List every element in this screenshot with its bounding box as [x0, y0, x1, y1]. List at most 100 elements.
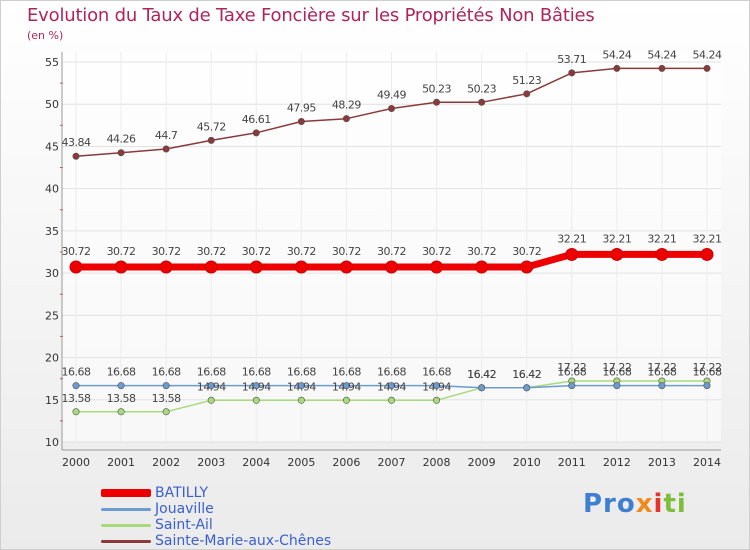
data-label-saint-ail: 17.22	[693, 361, 722, 374]
data-label-batilly: 30.72	[152, 245, 181, 258]
data-label-jouaville: 16.68	[152, 366, 181, 379]
data-label-sainte-marie-aux-ch-nes: 50.23	[422, 82, 451, 95]
data-point-saint-ail	[207, 396, 215, 404]
data-label-saint-ail: 14.94	[242, 380, 271, 393]
data-label-jouaville: 16.68	[287, 366, 316, 379]
data-label-jouaville: 16.68	[377, 366, 406, 379]
data-label-batilly: 30.72	[242, 245, 271, 258]
data-label-sainte-marie-aux-ch-nes: 54.24	[602, 48, 631, 61]
data-label-batilly: 30.72	[512, 245, 541, 258]
data-label-saint-ail: 17.22	[557, 361, 586, 374]
data-point-sainte-marie-aux-ch-nes	[162, 145, 170, 153]
data-point-jouaville	[117, 382, 125, 390]
data-label-saint-ail: 13.58	[152, 392, 181, 405]
x-tick-label-2014: 2014	[693, 456, 721, 469]
data-point-jouaville	[433, 382, 441, 390]
data-label-jouaville: 16.68	[242, 366, 271, 379]
data-point-jouaville	[478, 384, 486, 392]
y-tick-label-50: 50	[45, 98, 59, 111]
data-point-batilly	[475, 260, 489, 274]
x-tick-label-2008: 2008	[423, 456, 451, 469]
data-label-saint-ail: 17.22	[647, 361, 676, 374]
data-label-sainte-marie-aux-ch-nes: 54.24	[647, 48, 676, 61]
data-label-jouaville: 16.68	[197, 366, 226, 379]
data-point-jouaville	[568, 382, 576, 390]
legend-label-sainte-marie: Sainte-Marie-aux-Chênes	[155, 533, 332, 549]
chart-title: Evolution du Taux de Taxe Foncière sur l…	[27, 5, 595, 26]
data-label-batilly: 32.21	[557, 232, 586, 245]
data-label-jouaville: 16.68	[107, 366, 136, 379]
y-tick-label-45: 45	[45, 140, 59, 153]
data-label-sainte-marie-aux-ch-nes: 44.7	[155, 129, 178, 142]
data-point-sainte-marie-aux-ch-nes	[523, 90, 531, 98]
data-point-jouaville	[387, 382, 395, 390]
x-tick-label-2005: 2005	[287, 456, 315, 469]
data-label-sainte-marie-aux-ch-nes: 49.49	[377, 89, 406, 102]
x-tick-label-2013: 2013	[648, 456, 676, 469]
data-point-saint-ail	[387, 396, 395, 404]
x-tick-label-2003: 2003	[197, 456, 225, 469]
data-label-saint-ail: 14.94	[422, 380, 451, 393]
data-point-saint-ail	[433, 396, 441, 404]
data-point-batilly	[339, 260, 353, 274]
data-label-jouaville: 16.68	[693, 366, 722, 379]
y-tick-label-55: 55	[45, 56, 59, 69]
legend: BATILLY Jouaville Saint-Ail Sainte-Marie…	[101, 485, 421, 549]
data-point-batilly	[520, 260, 534, 274]
data-point-batilly	[69, 260, 83, 274]
data-label-sainte-marie-aux-ch-nes: 47.95	[287, 102, 316, 115]
data-label-saint-ail: 13.58	[62, 392, 91, 405]
data-label-jouaville: 16.68	[62, 366, 91, 379]
data-point-saint-ail	[297, 396, 305, 404]
data-label-sainte-marie-aux-ch-nes: 43.84	[62, 136, 91, 149]
data-point-saint-ail	[252, 396, 260, 404]
data-point-saint-ail	[342, 396, 350, 404]
legend-swatch-jouaville	[101, 508, 151, 511]
data-point-batilly	[430, 260, 444, 274]
data-label-sainte-marie-aux-ch-nes: 53.71	[557, 53, 586, 66]
legend-item-batilly[interactable]: BATILLY	[101, 485, 421, 501]
y-tick-label-15: 15	[45, 394, 59, 407]
data-point-sainte-marie-aux-ch-nes	[703, 64, 711, 72]
legend-item-jouaville[interactable]: Jouaville	[101, 501, 421, 517]
data-point-batilly	[700, 247, 714, 261]
data-point-sainte-marie-aux-ch-nes	[387, 105, 395, 113]
x-tick-label-2011: 2011	[558, 456, 586, 469]
legend-swatch-saint-ail	[101, 524, 151, 527]
data-label-jouaville: 16.68	[422, 366, 451, 379]
data-label-sainte-marie-aux-ch-nes: 51.23	[512, 74, 541, 87]
legend-swatch-sainte-marie	[101, 540, 151, 543]
data-point-sainte-marie-aux-ch-nes	[297, 118, 305, 126]
x-tick-label-2001: 2001	[107, 456, 135, 469]
data-label-batilly: 30.72	[467, 245, 496, 258]
legend-item-sainte-marie[interactable]: Sainte-Marie-aux-Chênes	[101, 533, 421, 549]
data-point-batilly	[655, 247, 669, 261]
y-tick-label-25: 25	[45, 309, 59, 322]
data-point-batilly	[565, 247, 579, 261]
data-point-jouaville	[207, 382, 215, 390]
legend-swatch-batilly	[101, 489, 151, 497]
data-point-batilly	[114, 260, 128, 274]
data-point-sainte-marie-aux-ch-nes	[117, 149, 125, 157]
data-label-saint-ail: 13.58	[107, 392, 136, 405]
x-tick-label-2012: 2012	[603, 456, 631, 469]
x-tick-label-2009: 2009	[468, 456, 496, 469]
data-label-batilly: 30.72	[107, 245, 136, 258]
data-label-batilly: 32.21	[647, 232, 676, 245]
data-point-batilly	[204, 260, 218, 274]
data-point-sainte-marie-aux-ch-nes	[568, 69, 576, 77]
legend-item-saint-ail[interactable]: Saint-Ail	[101, 517, 421, 533]
data-point-jouaville	[297, 382, 305, 390]
data-point-batilly	[294, 260, 308, 274]
data-point-batilly	[249, 260, 263, 274]
y-tick-label-30: 30	[45, 267, 59, 280]
data-label-sainte-marie-aux-ch-nes: 50.23	[467, 82, 496, 95]
y-tick-label-40: 40	[45, 183, 59, 196]
y-tick-label-20: 20	[45, 352, 59, 365]
data-label-batilly: 30.72	[287, 245, 316, 258]
x-tick-label-2006: 2006	[332, 456, 360, 469]
data-label-batilly: 30.72	[62, 245, 91, 258]
data-label-batilly: 30.72	[422, 245, 451, 258]
